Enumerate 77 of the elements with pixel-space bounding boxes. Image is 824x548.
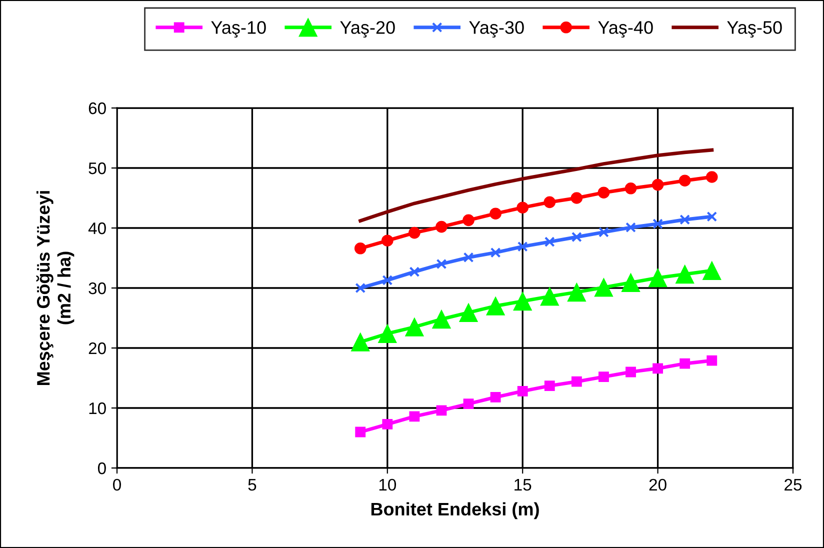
legend-label: Yaş-50 <box>727 21 782 38</box>
point <box>540 287 560 306</box>
point <box>486 296 505 316</box>
point <box>624 182 637 194</box>
point <box>408 226 420 239</box>
y-axis-title: Meşçere Göğüs Yüzeyi (m2 / ha) <box>36 191 74 385</box>
point <box>680 358 690 369</box>
y-tick-label: 60 <box>88 102 106 114</box>
point <box>490 392 501 402</box>
point <box>409 266 420 278</box>
y-tick-label: 10 <box>89 402 106 414</box>
point <box>517 386 528 396</box>
point <box>706 355 718 366</box>
point <box>432 310 451 329</box>
point <box>675 264 694 284</box>
point <box>405 318 424 336</box>
point <box>571 376 582 387</box>
y-tick-label: 20 <box>88 342 106 354</box>
point <box>648 268 668 288</box>
y-tick-label: 40 <box>88 222 106 234</box>
point <box>567 282 586 302</box>
point <box>459 303 478 322</box>
point <box>382 418 393 430</box>
point <box>680 214 690 225</box>
point <box>702 261 722 280</box>
point <box>652 363 664 374</box>
point <box>598 372 609 382</box>
point <box>626 222 636 233</box>
x-tick-label: 0 <box>113 478 121 491</box>
point <box>462 214 474 226</box>
point <box>598 226 609 238</box>
point <box>436 405 447 416</box>
x-tick-label: 25 <box>784 478 802 491</box>
point <box>378 324 397 343</box>
point <box>652 178 664 191</box>
legend-label: Yaş-40 <box>598 21 653 38</box>
point <box>621 273 640 292</box>
point <box>490 208 502 220</box>
point <box>626 366 636 378</box>
point <box>355 282 366 294</box>
point <box>570 192 583 204</box>
legend-label: Yaş-10 <box>211 21 266 38</box>
legend-label: Yaş-30 <box>469 21 524 38</box>
line-series <box>358 148 714 223</box>
point <box>571 232 582 242</box>
point <box>381 234 394 247</box>
point <box>463 252 474 263</box>
point <box>517 241 528 252</box>
y-tick-label: 50 <box>88 162 106 174</box>
legend-label: Yaş-20 <box>340 21 395 38</box>
point <box>652 218 664 230</box>
point <box>436 220 448 233</box>
x-tick-label: 10 <box>379 478 396 491</box>
y-tick-label: 0 <box>98 462 106 474</box>
y-tick-label: 30 <box>88 282 106 294</box>
point <box>706 211 718 222</box>
point <box>544 196 556 208</box>
point <box>706 171 718 183</box>
x-axis-title: Bonitet Endeksi (m) <box>371 502 539 520</box>
point <box>409 411 420 422</box>
point <box>355 426 366 438</box>
point <box>594 278 614 297</box>
point <box>598 186 610 199</box>
point <box>354 242 366 254</box>
x-tick-label: 5 <box>248 479 256 491</box>
point <box>382 274 393 286</box>
point <box>516 202 529 214</box>
point <box>490 247 501 258</box>
x-tick-label: 15 <box>514 479 532 491</box>
point <box>436 258 447 270</box>
point <box>544 236 555 248</box>
x-tick-label: 20 <box>649 478 666 491</box>
point <box>678 174 691 187</box>
point <box>544 380 555 392</box>
point <box>513 292 532 311</box>
point <box>350 332 370 352</box>
point <box>463 398 474 410</box>
